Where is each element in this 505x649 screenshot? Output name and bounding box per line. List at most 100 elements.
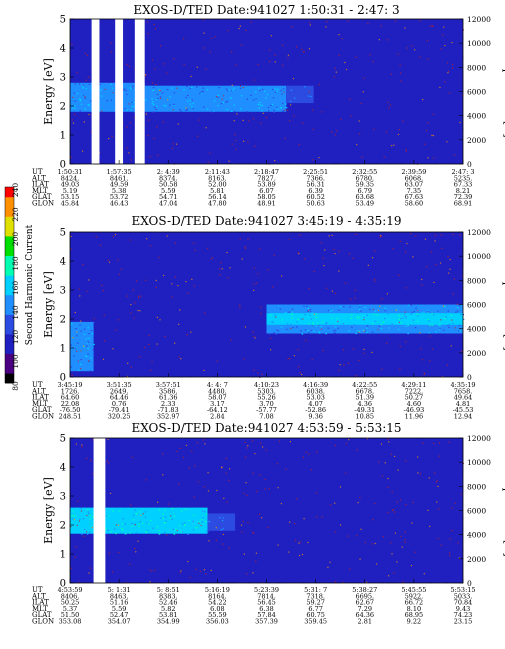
band-speckle — [171, 508, 174, 510]
noise-dot — [155, 83, 157, 86]
spectrogram-cell — [84, 263, 90, 269]
spectrogram-cell — [364, 489, 370, 496]
spectrogram-cell — [182, 494, 189, 501]
spectrogram-cell — [128, 314, 135, 321]
spectrogram-cell — [458, 86, 464, 92]
noise-dot — [74, 113, 76, 116]
spectrogram-cell — [114, 371, 120, 378]
spectrogram-cell — [286, 526, 292, 532]
spectrogram-cell — [133, 438, 139, 444]
spectrogram-cell — [295, 283, 302, 290]
noise-dot — [427, 509, 429, 511]
spectrogram-cell — [384, 81, 390, 87]
band-speckle — [126, 93, 128, 96]
spectrogram-cell — [453, 101, 459, 108]
band-speckle — [273, 331, 275, 334]
spectrogram-cell — [438, 112, 444, 118]
noise-dot — [261, 373, 263, 375]
spectrogram-cell — [163, 304, 169, 310]
noise-dot — [429, 335, 431, 337]
colorbar-cell — [5, 260, 14, 266]
spectrogram-cell — [70, 24, 76, 30]
spectrogram-cell — [192, 361, 198, 367]
noise-dot — [335, 130, 338, 132]
noise-dot — [355, 233, 357, 235]
spectrogram-cell — [369, 273, 375, 279]
noise-dot — [225, 472, 227, 474]
noise-dot — [437, 537, 439, 540]
band-speckle — [152, 111, 155, 113]
spectrogram-cell — [84, 24, 90, 30]
spectrogram-cell — [443, 263, 449, 269]
noise-dot — [440, 234, 443, 236]
spectrogram-cell — [428, 557, 434, 563]
spectrogram-cell — [364, 96, 370, 103]
band-speckle — [318, 331, 320, 333]
band-speckle — [403, 313, 406, 315]
table-cell: 58.05 — [257, 193, 276, 201]
spectrogram-cell — [423, 112, 429, 118]
spectrogram-cell — [241, 458, 248, 465]
band-speckle — [304, 313, 306, 316]
band-speckle — [270, 104, 272, 107]
colorbar-cell — [5, 378, 14, 384]
spectrogram-cell — [448, 283, 454, 290]
spectrogram-cell — [369, 107, 375, 113]
spectrogram-cell — [404, 70, 410, 77]
spectrogram-cell — [340, 557, 346, 563]
spectrogram-cell — [295, 101, 302, 108]
noise-dot — [83, 121, 85, 123]
table-cell: 53.03 — [306, 394, 325, 402]
spectrogram-cell — [295, 531, 302, 537]
spectrogram-cell — [433, 294, 439, 300]
spectrogram-cell — [340, 257, 346, 264]
noise-dot — [80, 350, 82, 352]
spectrogram-cell — [217, 127, 223, 134]
noise-dot — [205, 68, 207, 70]
spectrogram-cell — [408, 263, 415, 269]
spectrogram-cell — [251, 34, 257, 40]
colorbar-cell — [5, 270, 14, 276]
spectrogram-cell — [212, 557, 218, 563]
spectrogram-cell — [74, 438, 81, 444]
band-speckle — [233, 110, 236, 113]
noise-dot — [238, 27, 240, 30]
noise-dot — [128, 152, 130, 154]
spectrogram-cell — [256, 500, 262, 506]
band-speckle — [388, 327, 390, 329]
spectrogram-cell — [99, 127, 105, 134]
noise-dot — [125, 581, 127, 584]
spectrogram-cell — [187, 489, 194, 496]
spectrogram-cell — [448, 340, 454, 347]
spectrogram-cell — [291, 371, 297, 378]
noise-dot — [293, 115, 295, 117]
band-speckle — [87, 353, 89, 355]
noise-dot — [145, 279, 147, 281]
noise-dot — [423, 372, 425, 374]
noise-dot — [156, 126, 158, 128]
spectrogram-cell — [408, 50, 415, 56]
colorbar-cell — [5, 211, 14, 217]
spectrogram-cell — [340, 546, 346, 553]
spectrogram-cell — [354, 101, 361, 108]
spectrogram-cell — [271, 257, 277, 264]
noise-dot — [350, 115, 352, 117]
band-speckle — [217, 96, 219, 98]
noise-dot — [167, 99, 169, 101]
noise-dot — [90, 460, 92, 462]
spectrogram-cell — [266, 340, 272, 347]
spectrogram-cell — [153, 320, 159, 326]
band-speckle — [126, 109, 129, 111]
noise-dot — [286, 109, 289, 111]
spectrogram-cell — [433, 148, 439, 154]
noise-dot — [359, 133, 361, 135]
spectrogram-cell — [453, 520, 459, 527]
band-speckle — [131, 106, 134, 108]
spectrogram-cell — [197, 356, 203, 362]
spectrogram-cell — [418, 242, 424, 248]
spectrogram-cell — [99, 112, 105, 118]
spectrogram-cell — [109, 458, 115, 465]
spectrogram-cell — [350, 562, 356, 568]
band-speckle — [130, 87, 133, 90]
spectrogram-cell — [359, 257, 365, 264]
